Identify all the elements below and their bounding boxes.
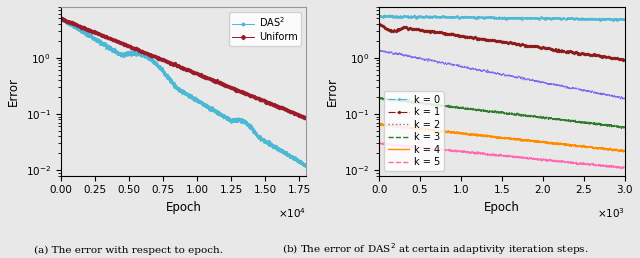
Uniform — [279, 107, 287, 110]
k = 1 — [376, 22, 383, 25]
Line: k = 0: k = 0 — [378, 14, 625, 21]
k = 4 — [480, 134, 488, 138]
Uniform — [222, 84, 230, 87]
k = 5 — [621, 166, 628, 170]
DAS$^2$ — [279, 150, 287, 153]
k = 0 — [616, 18, 624, 21]
Text: $\times10^{4}$: $\times10^{4}$ — [278, 206, 307, 220]
k = 1 — [403, 27, 411, 30]
DAS$^2$ — [68, 24, 76, 27]
DAS$^2$ — [218, 114, 225, 117]
Line: Uniform: Uniform — [60, 17, 307, 119]
k = 2 — [480, 69, 488, 72]
Text: $\times10^{3}$: $\times10^{3}$ — [596, 206, 625, 220]
Uniform — [303, 116, 310, 119]
k = 3 — [621, 126, 628, 129]
Line: k = 4: k = 4 — [379, 124, 625, 152]
DAS$^2$ — [57, 16, 65, 19]
k = 0 — [381, 13, 388, 17]
X-axis label: Epoch: Epoch — [166, 201, 202, 214]
DAS$^2$ — [303, 164, 310, 167]
Uniform — [302, 117, 310, 120]
k = 4 — [375, 123, 383, 126]
Line: k = 1: k = 1 — [378, 23, 626, 61]
k = 5 — [375, 141, 383, 144]
X-axis label: Epoch: Epoch — [484, 201, 520, 214]
Line: k = 2: k = 2 — [379, 49, 625, 99]
k = 4 — [621, 149, 628, 152]
k = 3 — [418, 101, 426, 104]
k = 3 — [480, 109, 488, 112]
k = 1 — [621, 59, 628, 62]
k = 2 — [617, 97, 625, 100]
k = 4 — [620, 150, 627, 154]
k = 5 — [616, 166, 624, 170]
Legend: k = 0, k = 1, k = 2, k = 3, k = 4, k = 5: k = 0, k = 1, k = 2, k = 3, k = 4, k = 5 — [384, 91, 444, 171]
k = 4 — [418, 127, 426, 130]
k = 2 — [470, 68, 477, 71]
Uniform — [77, 25, 84, 28]
Legend: DAS$^2$, Uniform: DAS$^2$, Uniform — [228, 12, 301, 46]
k = 5 — [480, 152, 488, 155]
k = 2 — [616, 96, 624, 99]
k = 0 — [418, 15, 426, 18]
k = 0 — [621, 17, 628, 20]
k = 0 — [597, 19, 605, 22]
Uniform — [57, 17, 65, 20]
DAS$^2$ — [222, 116, 230, 119]
k = 5 — [470, 151, 477, 154]
DAS$^2$ — [83, 32, 91, 35]
k = 4 — [379, 122, 387, 125]
k = 5 — [589, 163, 597, 166]
k = 4 — [470, 133, 477, 136]
k = 3 — [589, 123, 597, 126]
k = 1 — [621, 59, 628, 62]
k = 0 — [403, 15, 411, 19]
Y-axis label: Error: Error — [7, 77, 20, 106]
k = 2 — [376, 47, 383, 50]
k = 1 — [470, 36, 477, 39]
k = 3 — [618, 127, 625, 130]
k = 1 — [480, 38, 488, 41]
k = 4 — [403, 126, 411, 129]
k = 5 — [617, 167, 625, 170]
k = 3 — [375, 96, 383, 99]
k = 0 — [589, 17, 597, 20]
k = 0 — [480, 16, 488, 19]
k = 2 — [418, 58, 426, 61]
Line: DAS$^2$: DAS$^2$ — [60, 17, 307, 167]
Y-axis label: Error: Error — [326, 77, 339, 106]
k = 2 — [621, 97, 628, 100]
k = 0 — [375, 14, 383, 17]
k = 1 — [375, 22, 383, 25]
k = 4 — [589, 146, 597, 149]
k = 2 — [589, 91, 597, 94]
k = 4 — [616, 149, 624, 152]
k = 1 — [616, 58, 624, 61]
Line: k = 3: k = 3 — [379, 98, 625, 128]
Uniform — [68, 21, 76, 25]
k = 3 — [616, 125, 624, 128]
k = 3 — [403, 100, 411, 103]
DAS$^2$ — [302, 165, 310, 168]
Text: (a) The error with respect to epoch.: (a) The error with respect to epoch. — [33, 246, 223, 255]
Line: k = 5: k = 5 — [379, 142, 625, 168]
k = 5 — [418, 146, 426, 149]
k = 2 — [375, 48, 383, 51]
k = 1 — [418, 29, 426, 32]
k = 3 — [470, 108, 477, 111]
Text: (b) The error of DAS$^2$ at certain adaptivity iteration steps.: (b) The error of DAS$^2$ at certain adap… — [282, 241, 588, 257]
k = 2 — [403, 54, 411, 57]
Uniform — [218, 83, 225, 86]
DAS$^2$ — [77, 29, 84, 32]
Uniform — [57, 16, 65, 19]
k = 0 — [470, 16, 477, 19]
k = 5 — [403, 145, 411, 148]
k = 1 — [589, 54, 597, 57]
DAS$^2$ — [57, 17, 65, 20]
Uniform — [83, 28, 91, 31]
